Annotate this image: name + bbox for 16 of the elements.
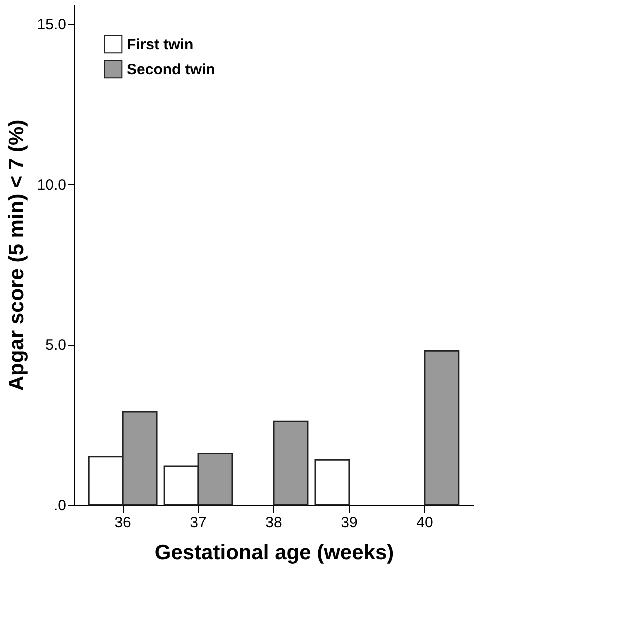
x-tick-label: 39: [341, 514, 358, 532]
y-tick-label: 15.0: [37, 16, 66, 34]
x-axis-title: Gestational age (weeks): [154, 542, 394, 564]
x-tick-label: 37: [190, 514, 207, 532]
x-tick-label: 40: [416, 514, 434, 532]
bar: [273, 420, 309, 506]
legend-label: First twin: [127, 36, 194, 54]
x-tick-label: 38: [266, 514, 282, 532]
bar: [424, 350, 460, 506]
y-axis-title: Apgar score (5 min) < 7 (%): [5, 120, 28, 392]
x-tick-label: 36: [114, 514, 132, 532]
y-tick-label: 5.0: [46, 337, 66, 354]
bar: [314, 459, 350, 506]
legend-label: Second twin: [127, 62, 216, 78]
y-tick-label: .0: [54, 498, 66, 514]
y-tick-label: 10.0: [37, 176, 66, 194]
